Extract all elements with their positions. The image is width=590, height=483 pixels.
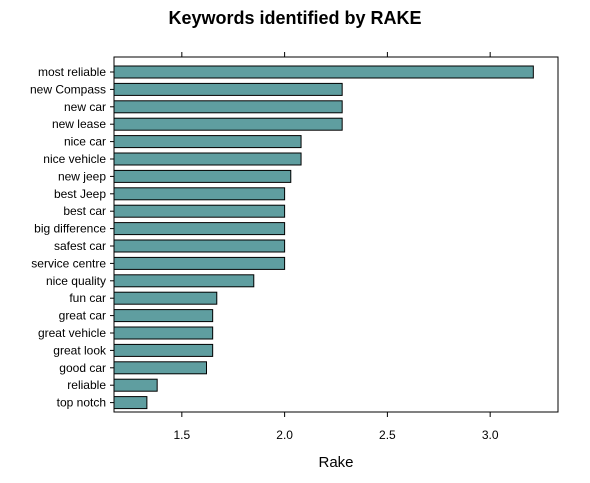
x-tick-label: 1.5 bbox=[173, 428, 190, 442]
bar bbox=[113, 187, 286, 201]
category-label: best car bbox=[63, 204, 106, 218]
category-label: good car bbox=[59, 361, 106, 375]
bar bbox=[113, 326, 214, 340]
chart-title: Keywords identified by RAKE bbox=[168, 8, 421, 28]
x-tick-label: 3.0 bbox=[482, 428, 499, 442]
category-label: nice vehicle bbox=[43, 152, 106, 166]
category-label: new lease bbox=[52, 117, 106, 131]
bar bbox=[113, 65, 534, 79]
category-label: most reliable bbox=[38, 65, 106, 79]
bar bbox=[113, 100, 343, 114]
x-axis-label: Rake bbox=[318, 454, 353, 471]
category-label: new jeep bbox=[58, 169, 106, 183]
bar bbox=[113, 152, 302, 166]
bar bbox=[113, 396, 148, 410]
bar bbox=[113, 117, 343, 131]
category-label: great vehicle bbox=[38, 326, 106, 340]
bar bbox=[113, 274, 255, 288]
category-label: great car bbox=[59, 309, 106, 323]
bar bbox=[113, 239, 286, 253]
category-label: fun car bbox=[69, 291, 106, 305]
category-label: new Compass bbox=[30, 82, 106, 96]
category-label: nice car bbox=[64, 135, 106, 149]
bar bbox=[113, 222, 286, 236]
bar bbox=[113, 309, 214, 323]
x-tick-label: 2.0 bbox=[276, 428, 293, 442]
category-label: nice quality bbox=[46, 274, 106, 288]
bar bbox=[113, 291, 218, 305]
category-label: new car bbox=[64, 100, 106, 114]
category-label: service centre bbox=[31, 256, 106, 270]
category-label: safest car bbox=[54, 239, 106, 253]
bar bbox=[113, 204, 286, 218]
bar bbox=[113, 169, 292, 183]
bar bbox=[113, 256, 286, 270]
category-label: top notch bbox=[57, 396, 106, 410]
bar bbox=[113, 378, 158, 392]
x-tick-label: 2.5 bbox=[379, 428, 396, 442]
category-label: best Jeep bbox=[54, 187, 106, 201]
bar bbox=[113, 343, 214, 357]
bar bbox=[113, 361, 207, 375]
bar bbox=[113, 135, 302, 149]
bar bbox=[113, 82, 343, 96]
category-label: reliable bbox=[67, 378, 106, 392]
category-label: big difference bbox=[34, 222, 106, 236]
category-label: great look bbox=[53, 343, 107, 357]
